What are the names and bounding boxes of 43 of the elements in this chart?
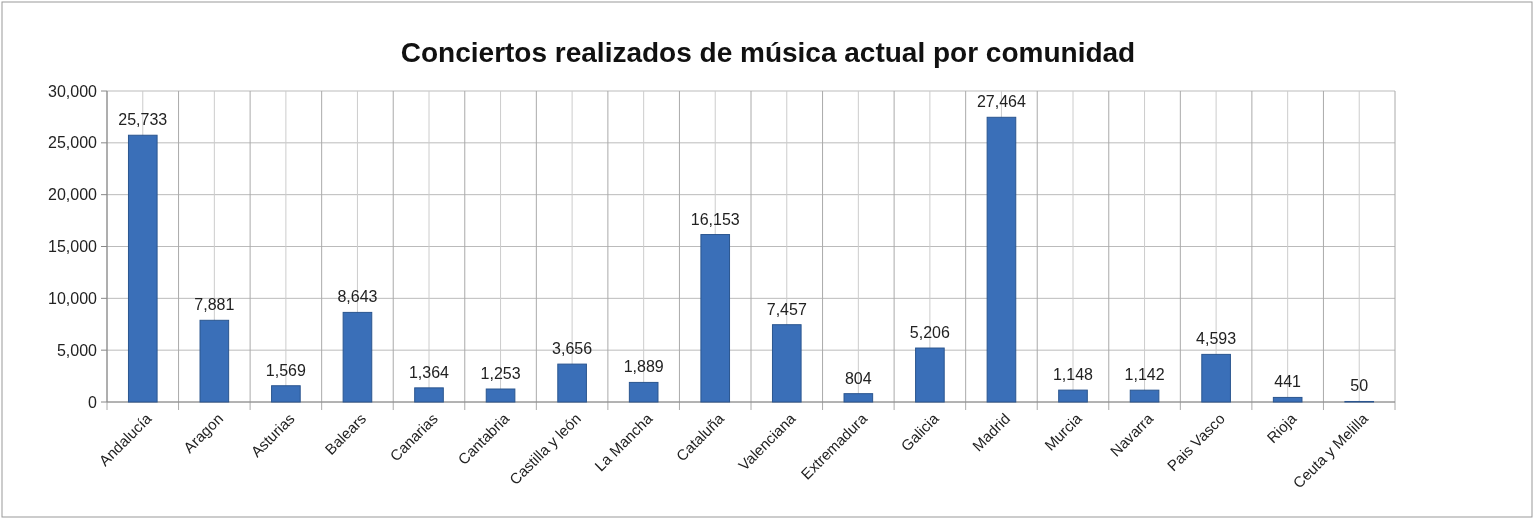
bar [485, 388, 516, 403]
bar [271, 385, 301, 403]
y-tick-label: 25,000 [48, 134, 98, 152]
data-label: 1,148 [1052, 366, 1094, 384]
bar [1201, 353, 1231, 403]
data-label: 7,457 [766, 300, 807, 318]
data-label: 441 [1274, 373, 1302, 391]
bar [628, 381, 659, 403]
data-label: 16,153 [690, 210, 740, 228]
y-tick-label: 0 [88, 393, 98, 411]
bar [771, 324, 802, 403]
y-tick-label: 5,000 [56, 341, 98, 359]
bar [1272, 396, 1303, 403]
data-label: 1,889 [623, 358, 664, 376]
bar [342, 311, 373, 403]
y-tick-label: 10,000 [48, 289, 98, 307]
data-label: 8,643 [337, 288, 378, 306]
data-label: 25,733 [118, 111, 168, 129]
bar [414, 387, 444, 403]
bar [1129, 389, 1160, 403]
bar [127, 134, 158, 403]
chart-title: Conciertos realizados de música actual por comunidad [400, 37, 1136, 68]
data-label: 1,253 [480, 365, 521, 383]
data-label: 4,593 [1196, 330, 1237, 348]
data-label: 50 [1350, 377, 1369, 395]
data-label: 804 [844, 369, 872, 387]
bar [557, 363, 587, 403]
data-label: 3,656 [552, 340, 593, 358]
data-label: 1,364 [408, 363, 450, 381]
data-label: 5,206 [909, 324, 951, 342]
bar [986, 116, 1017, 403]
data-label: 1,569 [265, 361, 307, 379]
bar [1058, 389, 1088, 403]
bar [700, 234, 731, 403]
data-label: 7,881 [194, 296, 235, 314]
data-label: 27,464 [976, 93, 1027, 111]
bar [199, 319, 230, 403]
data-label: 1,142 [1124, 366, 1165, 384]
y-tick-label: 20,000 [48, 186, 98, 204]
bar [843, 393, 874, 403]
y-tick-label: 30,000 [48, 82, 98, 100]
y-tick-label: 15,000 [48, 238, 98, 256]
bar [915, 347, 945, 403]
